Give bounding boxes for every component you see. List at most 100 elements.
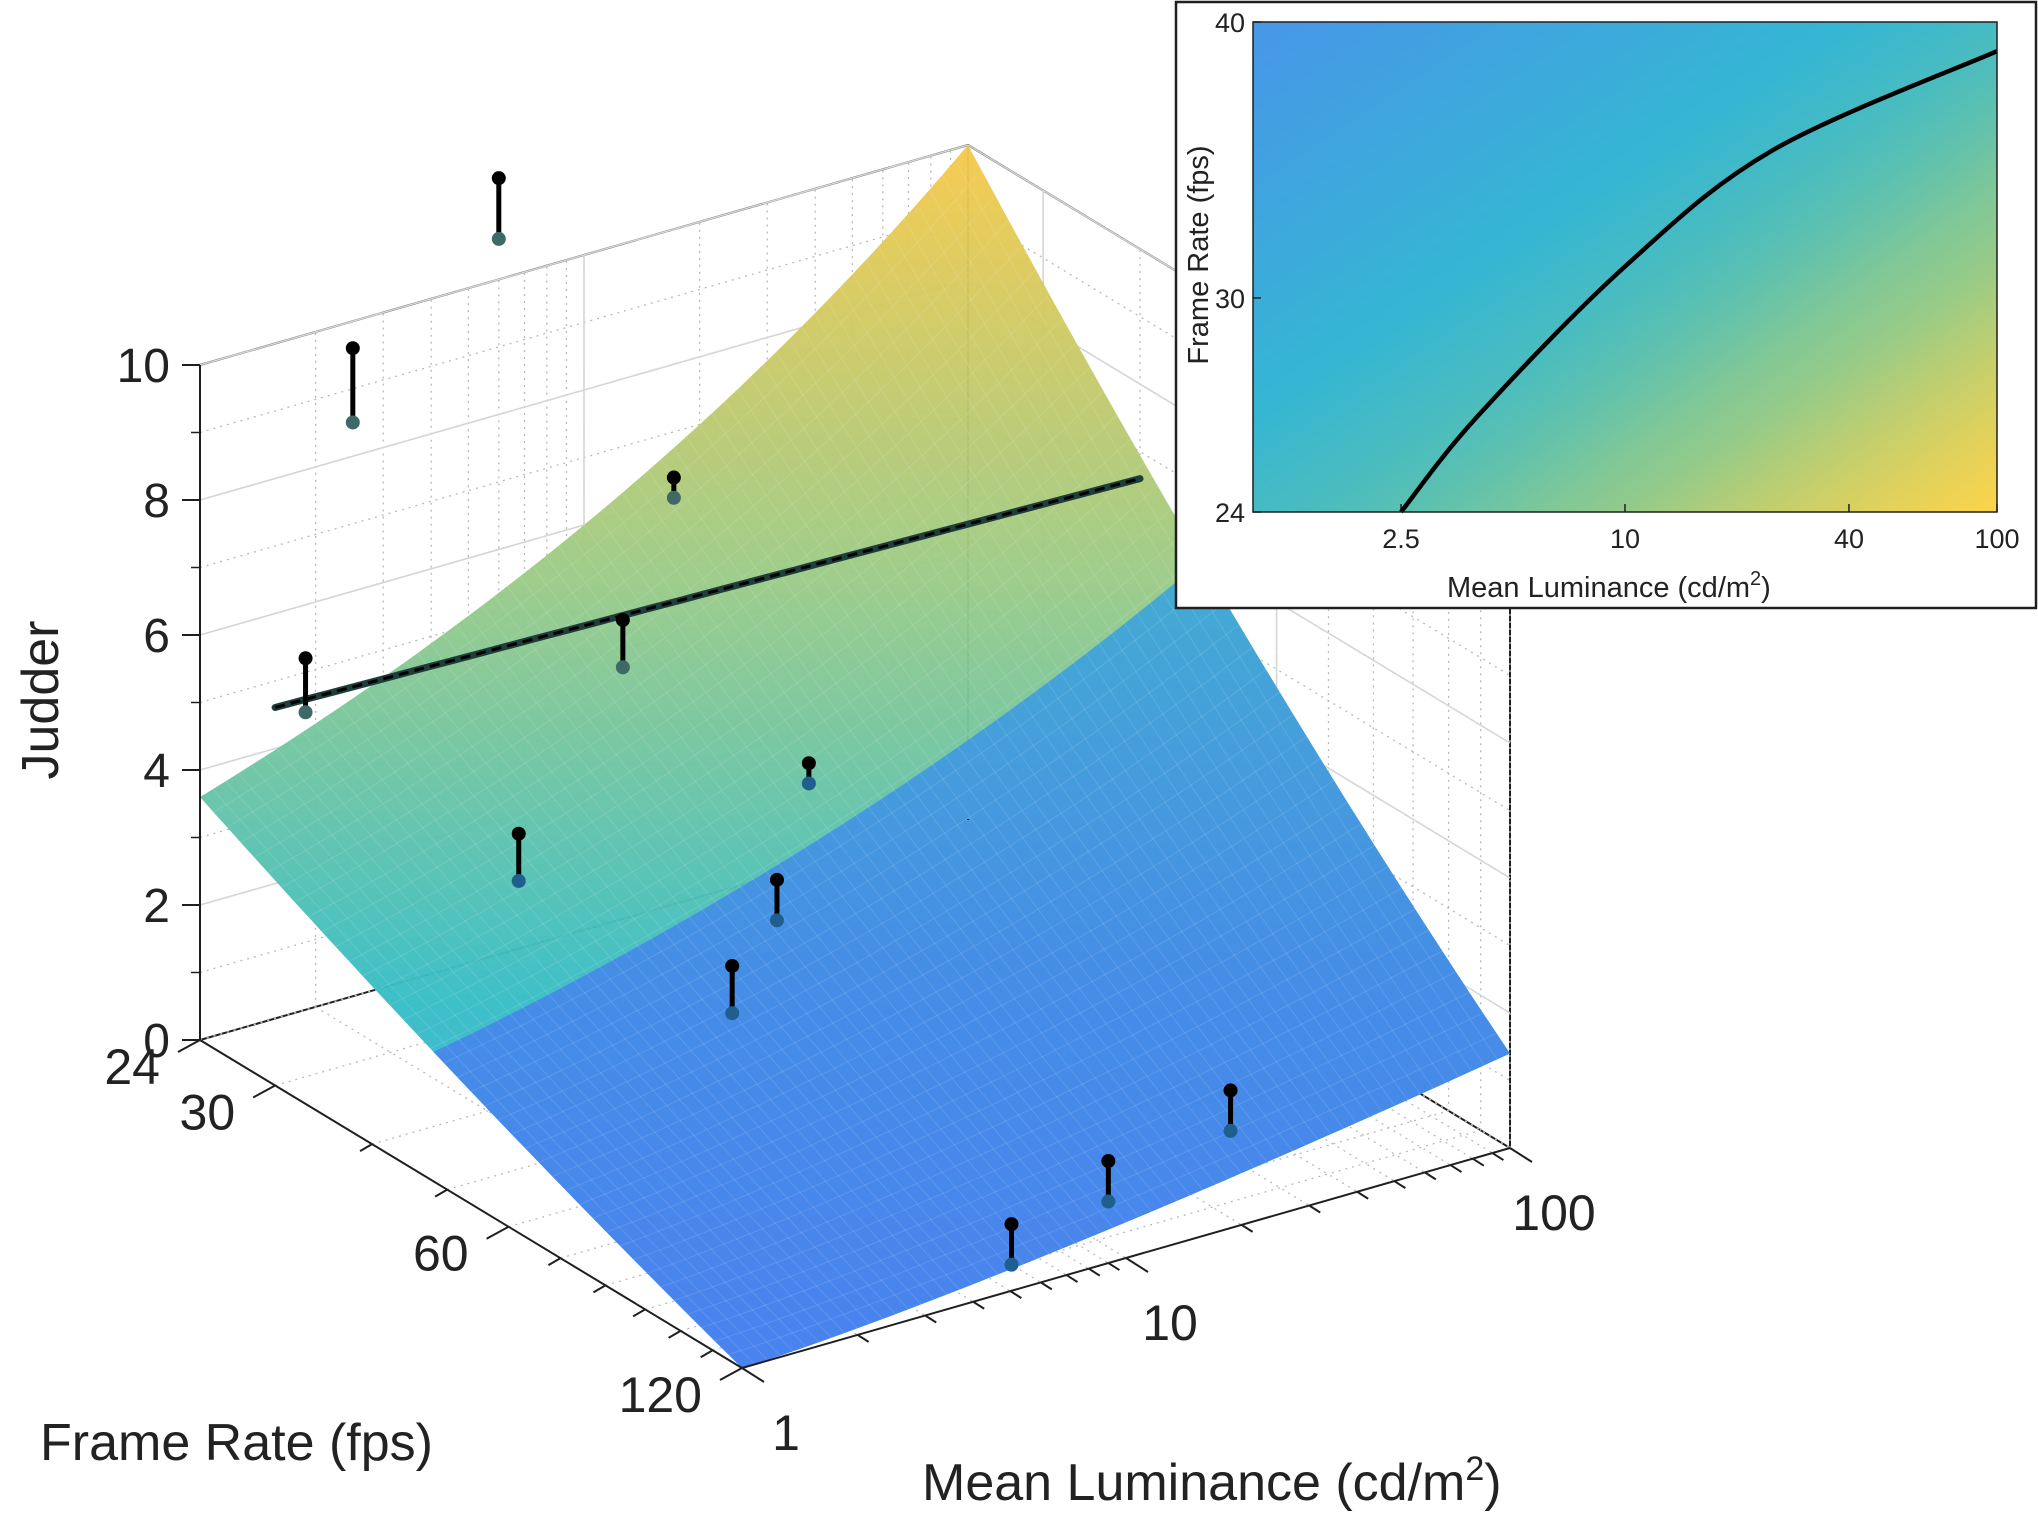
surface-mesh-line bbox=[749, 376, 1293, 1152]
frame-rate-tick bbox=[700, 1349, 714, 1359]
inset-y-tick-label: 24 bbox=[1215, 498, 1245, 528]
frame-rate-tick bbox=[359, 1143, 373, 1152]
z-axis-title: Judder bbox=[12, 621, 70, 780]
luminance-tick bbox=[1449, 1164, 1463, 1173]
surface-mesh-line bbox=[565, 779, 1335, 1191]
inset-x-axis-title: Mean Luminance (cd/m2) bbox=[1447, 568, 1771, 604]
surface-mesh-line bbox=[826, 300, 1370, 1118]
luminance-tick-label: 100 bbox=[1512, 1185, 1595, 1241]
inset-x-tick-label: 10 bbox=[1610, 524, 1640, 554]
surface-mesh-line bbox=[579, 801, 1348, 1205]
surface-mesh-line bbox=[289, 740, 832, 1339]
surface-mesh-line bbox=[404, 661, 948, 1295]
luminance-tick bbox=[1308, 1204, 1321, 1214]
surface-mesh-line bbox=[724, 400, 1268, 1163]
surface-mesh-line bbox=[511, 691, 1280, 1135]
frame-rate-tick bbox=[668, 1329, 682, 1339]
measured-point bbox=[1223, 1083, 1238, 1098]
frame-rate-tick bbox=[434, 1188, 448, 1198]
fitted-point bbox=[511, 873, 526, 888]
fitted-point bbox=[1101, 1194, 1116, 1209]
surface-mesh-line bbox=[442, 634, 986, 1280]
frame-rate-tick bbox=[632, 1308, 646, 1318]
surface-mesh-line bbox=[457, 601, 1226, 1078]
data-point bbox=[491, 171, 506, 246]
inset-contour-line bbox=[1399, 49, 1998, 514]
data-point bbox=[1101, 1154, 1116, 1209]
inset-x-axis-title-sup: 2 bbox=[1750, 568, 1761, 590]
surface-mesh-line bbox=[389, 485, 1159, 1006]
surface-face-lower bbox=[433, 561, 1510, 1368]
surface-mesh-line bbox=[497, 669, 1267, 1121]
inset-x-tick-label: 2.5 bbox=[1382, 524, 1420, 554]
measured-point bbox=[298, 651, 313, 666]
fitted-point bbox=[298, 705, 313, 720]
inset-x-tick-label: 40 bbox=[1834, 524, 1864, 554]
frame-rate-tick bbox=[719, 1367, 743, 1381]
surface-mesh-line bbox=[314, 723, 858, 1329]
surface-mesh-line bbox=[327, 714, 871, 1324]
surface-mesh-line bbox=[294, 318, 1064, 903]
measured-point bbox=[769, 872, 784, 887]
x-axis-title-end: ) bbox=[1484, 1454, 1501, 1512]
surface-mesh-line bbox=[481, 605, 1024, 1265]
surface-mesh-line bbox=[525, 713, 1294, 1149]
data-point bbox=[666, 470, 681, 505]
surface-mesh-line bbox=[647, 470, 1191, 1196]
surface-mesh-line bbox=[308, 342, 1077, 918]
z-tick-label: 4 bbox=[143, 745, 170, 798]
surface-mesh-line bbox=[340, 706, 884, 1320]
luminance-tick bbox=[1424, 1171, 1437, 1181]
surface-mesh-line bbox=[430, 555, 1199, 1050]
surface-mesh-line bbox=[583, 524, 1127, 1223]
surface-mesh-line bbox=[941, 174, 1485, 1066]
surface-mesh-line bbox=[552, 758, 1321, 1177]
surface-mesh-line bbox=[788, 339, 1332, 1135]
surface-mesh-line bbox=[852, 273, 1396, 1106]
contour-dashes bbox=[274, 477, 1141, 709]
surface-mesh-line bbox=[378, 679, 922, 1305]
luminance-tick bbox=[1040, 1281, 1053, 1291]
frame-rate-tick bbox=[177, 1039, 201, 1053]
data-point bbox=[769, 872, 784, 928]
z-tick-label: 6 bbox=[143, 610, 170, 663]
fitted-point bbox=[666, 490, 681, 505]
luminance-tick bbox=[972, 1300, 985, 1310]
luminance-tick bbox=[1509, 1147, 1533, 1163]
luminance-tick bbox=[1472, 1157, 1485, 1167]
surface-mesh-line bbox=[267, 269, 1037, 873]
measured-point bbox=[725, 958, 740, 973]
surface-mesh-line bbox=[240, 219, 1009, 843]
surface-mesh-line bbox=[596, 514, 1140, 1218]
luminance-tick bbox=[741, 1367, 765, 1383]
inset-x-axis-title-main: Mean Luminance (cd/m bbox=[1447, 572, 1750, 604]
surface-mesh-line bbox=[711, 412, 1255, 1169]
luminance-tick bbox=[1393, 1180, 1406, 1189]
surface-mesh-line bbox=[250, 764, 794, 1352]
surface-mesh-line bbox=[545, 555, 1088, 1239]
luminance-tick bbox=[1088, 1267, 1101, 1277]
surface-mesh-line bbox=[225, 780, 768, 1361]
surface-mesh-line bbox=[813, 313, 1357, 1124]
axis-ticks bbox=[177, 364, 1533, 1383]
surface-mesh-line bbox=[557, 545, 1101, 1234]
frame-rate-tick-label: 24 bbox=[104, 1039, 160, 1095]
surface-mesh-line bbox=[633, 887, 1402, 1261]
frame-rate-tick bbox=[592, 1284, 606, 1294]
surface-mesh-line bbox=[302, 731, 845, 1334]
luminance-tick bbox=[1356, 1190, 1369, 1200]
fitted-point bbox=[769, 913, 784, 928]
frame-rate-tick-label: 60 bbox=[413, 1226, 469, 1282]
luminance-tick bbox=[924, 1314, 937, 1324]
inset-y-tick-label: 30 bbox=[1215, 284, 1245, 314]
surface-mesh-line bbox=[839, 287, 1383, 1112]
surface-mesh-line bbox=[321, 366, 1091, 933]
fitted-point bbox=[801, 776, 816, 791]
surface-mesh-line bbox=[506, 585, 1050, 1255]
frame-rate-tick bbox=[486, 1225, 510, 1240]
data-point bbox=[725, 958, 740, 1021]
surface-mesh-line bbox=[570, 535, 1114, 1228]
inset-x-tick-label: 100 bbox=[1974, 524, 2019, 554]
